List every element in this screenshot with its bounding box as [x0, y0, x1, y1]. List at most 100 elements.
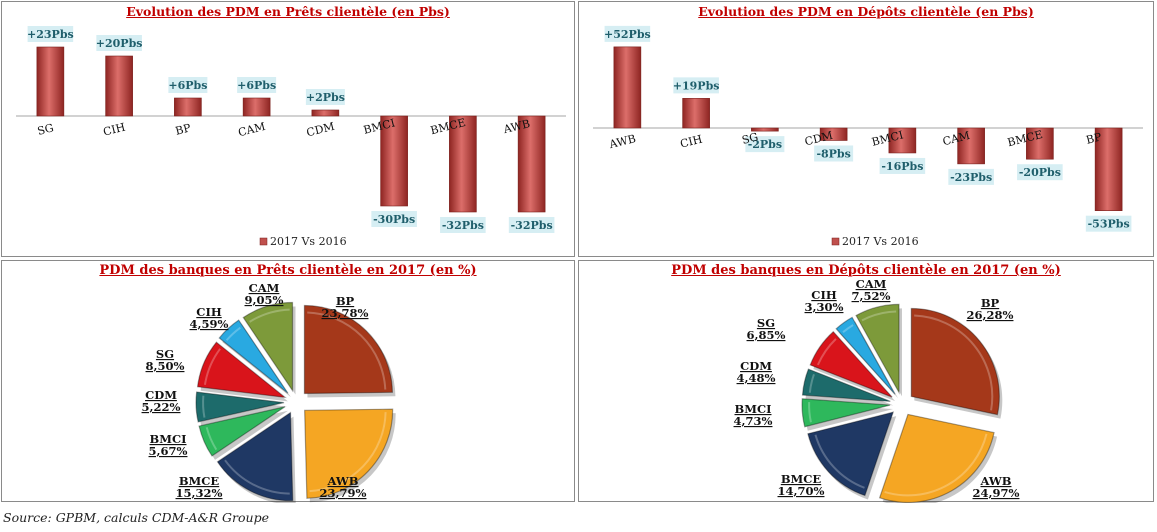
tick-label: CIH [679, 133, 704, 151]
chart-title: Evolution des PDM en Dépôts clientèle (e… [698, 4, 1034, 19]
slice-name-label: AWB [980, 474, 1012, 488]
data-label-bg [27, 26, 74, 42]
slice-name-label: CIH [811, 288, 837, 302]
slice-value-label: 3,30% [805, 300, 844, 314]
bar [242, 97, 271, 117]
slice-name-label: BMCI [150, 432, 187, 446]
data-label-bg [168, 77, 208, 93]
slice-value-label: 23,79% [320, 486, 367, 500]
data-label: -30Pbs [373, 213, 415, 226]
pie-slice [807, 411, 895, 497]
slice-name-label: BMCE [781, 472, 822, 486]
source-note: Source: GPBM, calculs CDM-A&R Groupe [3, 510, 269, 525]
bar [105, 55, 133, 117]
bar [380, 115, 408, 207]
deposits-pie-chart-panel: PDM des banques en Dépôts clientèle en 2… [578, 260, 1154, 503]
data-label-bg [879, 157, 926, 174]
slice-highlight [808, 402, 812, 423]
pie-slice [878, 413, 995, 503]
tick-label: CAM [237, 120, 267, 139]
tick-label: SG [36, 121, 55, 138]
pie-slice [216, 411, 294, 502]
data-label-bg [237, 77, 277, 93]
slice-highlight [307, 311, 387, 390]
slice-value-label: 4,59% [190, 317, 229, 331]
chart-title: PDM des banques en Dépôts clientèle en 2… [671, 263, 1061, 278]
slice-name-label: AWB [327, 474, 359, 488]
data-label: +6Pbs [168, 79, 207, 92]
data-label: +52Pbs [604, 28, 651, 41]
slice-name-label: CDM [145, 388, 177, 402]
pie-slice [218, 319, 289, 394]
legend-swatch [831, 237, 840, 246]
data-label-bg [508, 217, 555, 233]
data-label-bg [814, 145, 854, 162]
bar [1026, 127, 1054, 160]
slice-value-label: 26,28% [967, 308, 1014, 322]
slice-value-label: 23,78% [322, 306, 369, 320]
slice-name-label: BP [336, 294, 355, 308]
data-label: -32Pbs [442, 219, 484, 232]
legend-label: 2017 Vs 2016 [842, 235, 919, 248]
slice-highlight [816, 338, 837, 366]
data-label-bg [96, 35, 142, 51]
legend-label: 2017 Vs 2016 [270, 235, 347, 248]
data-label: -2Pbs [748, 138, 782, 151]
slice-name-label: BMCE [179, 474, 220, 488]
slice-value-label: 6,85% [747, 328, 786, 342]
slice-highlight [914, 314, 994, 411]
bar [682, 98, 710, 129]
slice-value-label: 14,70% [778, 484, 825, 498]
slice-highlight [808, 374, 815, 393]
data-label-bg [745, 136, 785, 153]
tick-label: BP [174, 121, 193, 138]
bar [1094, 127, 1123, 211]
data-label-bg [948, 168, 994, 185]
slice-highlight [842, 324, 854, 333]
slice-value-label: 4,73% [734, 414, 773, 428]
data-label: +19Pbs [673, 79, 720, 92]
pie-slice [855, 303, 900, 395]
slice-highlight [249, 308, 290, 323]
slice-highlight [205, 427, 218, 451]
data-label-bg [371, 211, 417, 227]
bar [311, 109, 340, 117]
data-label-bg [1017, 164, 1063, 181]
data-label: -32Pbs [511, 219, 553, 232]
bar [174, 97, 202, 117]
tick-label: AWB [607, 132, 637, 151]
slice-value-label: 5,67% [149, 444, 188, 458]
bar [36, 46, 65, 117]
data-label-bg [604, 25, 651, 42]
pie-slice [242, 301, 294, 393]
data-label: +2Pbs [306, 91, 345, 104]
data-label: -16Pbs [881, 160, 923, 173]
data-label: -23Pbs [950, 171, 992, 184]
slice-highlight [224, 459, 290, 495]
bar [888, 127, 917, 154]
slice-name-label: CAM [856, 277, 887, 291]
slice-value-label: 4,48% [737, 371, 776, 385]
data-label: -20Pbs [1019, 166, 1061, 179]
slice-name-label: CAM [249, 281, 280, 295]
tick-label: CDM [803, 129, 834, 149]
data-label-bg [673, 77, 719, 94]
pie-slice [801, 398, 891, 428]
slice-highlight [309, 412, 387, 493]
slice-highlight [884, 433, 988, 497]
chart-title: Evolution des PDM en Prêts clientèle (en… [126, 4, 450, 19]
tick-label: CIH [102, 121, 127, 139]
bar [613, 46, 642, 129]
loans-bar-chart-panel: Evolution des PDM en Prêts clientèle (en… [1, 1, 575, 257]
data-label-bg [305, 89, 345, 105]
slice-highlight [225, 326, 241, 341]
pie-slice [801, 368, 891, 402]
bar [449, 115, 477, 213]
data-label: +23Pbs [27, 28, 74, 41]
slice-highlight [202, 395, 206, 418]
data-label: -8Pbs [816, 147, 850, 160]
slice-name-label: BP [981, 296, 1000, 310]
pie-slice [196, 341, 287, 399]
